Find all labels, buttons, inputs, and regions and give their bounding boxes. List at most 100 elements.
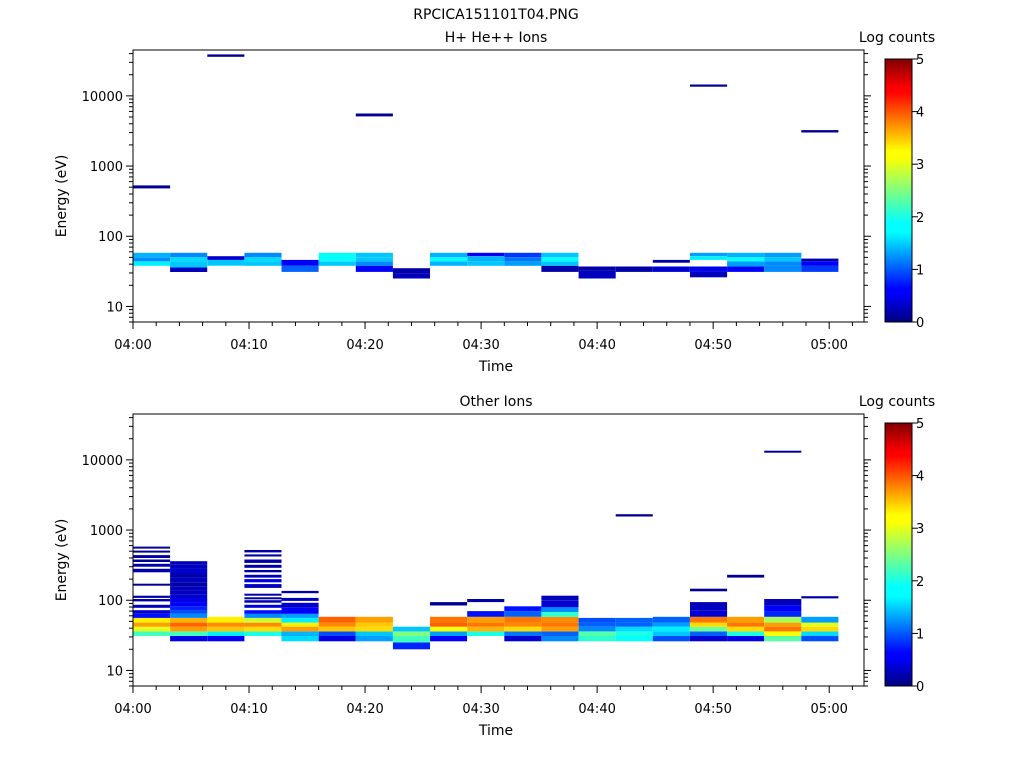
heatmap-cell	[652, 626, 690, 632]
heatmap-cell	[652, 631, 690, 636]
heatmap-cell	[430, 252, 468, 258]
heatmap-cell	[170, 573, 208, 578]
heatmap-cell	[764, 450, 802, 453]
heatmap-cell	[133, 631, 171, 636]
heatmap-cell	[652, 259, 690, 263]
plot-frame	[132, 413, 865, 687]
heatmap-cell	[207, 622, 245, 627]
heatmap-cell	[244, 626, 282, 632]
heatmap-cell	[318, 631, 356, 636]
heatmap-cell	[504, 635, 542, 642]
heatmap-cell	[170, 590, 208, 595]
heatmap-cell	[281, 617, 319, 623]
heatmap-cell	[578, 631, 616, 636]
heatmap-cell	[133, 550, 171, 553]
heatmap-cell	[244, 574, 282, 578]
colorbar-tick-label: 1	[916, 263, 924, 278]
heatmap-cell	[133, 563, 171, 567]
heatmap-cell	[801, 265, 839, 272]
heatmap-cell	[355, 635, 393, 642]
x-tick-label: 04:10	[230, 338, 267, 353]
y-tick-label: 1000	[90, 524, 123, 539]
heatmap-cell	[578, 626, 616, 632]
x-axis: 04:00 04:10 04:20 04:30 04:40 04:50 05:00	[114, 686, 853, 717]
heatmap-cell	[207, 616, 245, 623]
x-tick-label: 04:40	[578, 338, 615, 353]
heatmap-cell	[170, 257, 208, 262]
x-tick-label: 04:00	[114, 702, 151, 717]
heatmap-cell	[764, 605, 802, 612]
heatmap-cell	[170, 626, 208, 632]
heatmap-cell	[541, 600, 579, 608]
heatmap-cell	[355, 265, 393, 272]
heatmap-cell	[281, 613, 319, 618]
heatmap-cell	[244, 261, 282, 266]
heatmap-cell	[244, 622, 282, 627]
heatmap-cell	[764, 616, 802, 623]
x-tick-label: 04:30	[462, 338, 499, 353]
heatmap-cell	[207, 256, 245, 260]
heatmap-cell	[244, 550, 282, 553]
heatmap-cell	[764, 599, 802, 606]
heatmap-cell	[615, 617, 653, 623]
heatmap-cell	[541, 622, 579, 627]
heatmap-cell	[430, 261, 468, 266]
y-tick-label: 1000	[90, 160, 123, 175]
heatmap-cell	[355, 261, 393, 266]
heatmap-cell	[170, 617, 208, 623]
y-tick-label: 100	[98, 230, 123, 245]
heatmap-cell	[133, 559, 171, 562]
colorbar	[884, 422, 913, 687]
heatmap-cell	[170, 252, 208, 258]
heatmap-cell	[801, 616, 839, 623]
heatmap-cell	[207, 635, 245, 642]
y-tick-label: 10	[106, 664, 123, 679]
heatmap-cell	[170, 635, 208, 642]
heatmap-cell	[430, 622, 468, 627]
colorbar-tick-label: 3	[916, 522, 924, 537]
heatmap-cell	[578, 271, 616, 279]
heatmap-cell	[801, 631, 839, 636]
heatmap-cell	[764, 252, 802, 258]
heatmap-cell	[281, 265, 319, 272]
heatmap-cell	[467, 631, 505, 636]
heatmap-cell	[764, 257, 802, 262]
heatmap-cell	[133, 622, 171, 627]
heatmap-cell	[541, 265, 579, 272]
heatmap-cell	[690, 252, 728, 257]
heatmap-cell	[170, 606, 208, 611]
heatmap-cell	[244, 600, 282, 603]
heatmap-cell	[318, 635, 356, 642]
heatmap-cell	[392, 635, 430, 643]
heatmap-cell	[801, 258, 839, 262]
heatmap-cell	[801, 622, 839, 627]
heatmap-cell	[133, 261, 171, 266]
colorbar-label: Log counts	[859, 30, 935, 46]
heatmap-cell	[244, 559, 282, 563]
heatmap-cell	[355, 631, 393, 636]
heatmap-cell	[764, 622, 802, 627]
heatmap-cell	[244, 564, 282, 568]
heatmap-cell	[541, 252, 579, 258]
heatmap-cell	[541, 607, 579, 612]
colorbar-tick-label: 2	[916, 575, 924, 590]
heatmap-cell	[764, 261, 802, 266]
heatmap-cell	[690, 271, 728, 278]
heatmap-cell	[170, 602, 208, 607]
heatmap-cell	[170, 613, 208, 618]
heatmap-cell	[504, 616, 542, 623]
heatmap-cell	[170, 586, 208, 591]
heatmap-cell	[690, 622, 728, 627]
heatmap-cell	[727, 257, 765, 262]
heatmap-cell	[504, 622, 542, 627]
heatmap-cell	[133, 610, 171, 614]
heatmap-cell	[170, 267, 208, 272]
x-tick-label: 04:30	[462, 702, 499, 717]
heatmap-cell	[281, 259, 319, 266]
colorbar-tick-label: 4	[916, 470, 924, 485]
heatmap-cell	[727, 631, 765, 636]
heatmap-cell	[170, 564, 208, 569]
heatmap-cell	[207, 626, 245, 632]
